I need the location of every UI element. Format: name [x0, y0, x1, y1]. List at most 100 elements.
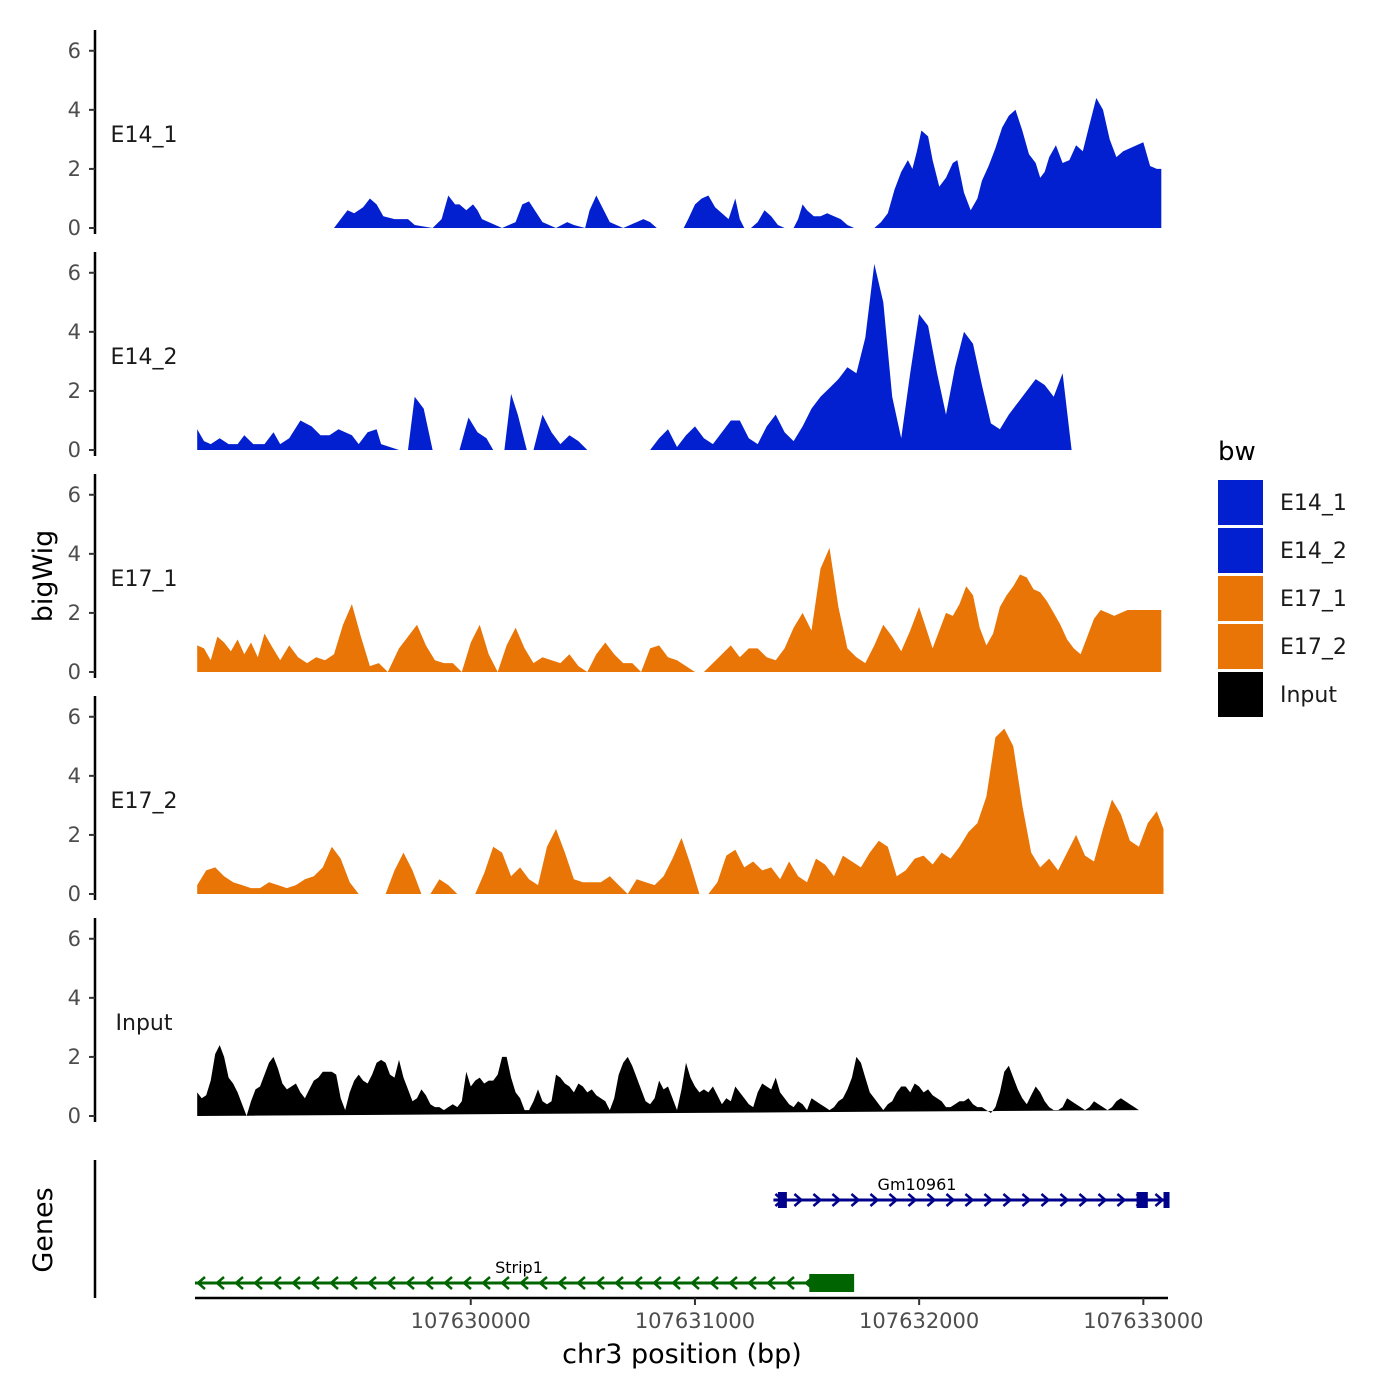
y-tick-label: 2 — [68, 823, 81, 847]
strand-arrow — [481, 1276, 491, 1290]
y-tick-label: 2 — [68, 379, 81, 403]
exon — [1136, 1192, 1148, 1208]
strand-arrow — [945, 1193, 956, 1207]
strand-arrow — [500, 1276, 510, 1290]
strand-arrow — [215, 1276, 225, 1290]
exon — [1163, 1192, 1170, 1208]
strand-arrow — [1116, 1193, 1127, 1207]
strand-arrow — [462, 1276, 472, 1290]
strand-arrow — [926, 1193, 937, 1207]
strand-arrow — [785, 1276, 795, 1290]
strand-arrow — [728, 1276, 738, 1290]
strand-arrow — [386, 1276, 396, 1290]
y-tick-label: 0 — [68, 216, 81, 240]
coverage-area-e17-2 — [197, 728, 1164, 894]
strand-arrow — [983, 1193, 994, 1207]
strand-arrow — [633, 1276, 643, 1290]
gene-name-label: Strip1 — [495, 1258, 543, 1277]
gene-strip1: Strip1 — [195, 1258, 855, 1292]
strand-arrow — [1021, 1193, 1032, 1207]
strand-arrow — [576, 1276, 586, 1290]
track-label: E17_1 — [111, 567, 178, 592]
strand-arrow — [519, 1276, 529, 1290]
exon — [809, 1274, 855, 1292]
strand-arrow — [831, 1193, 842, 1207]
y-tick-label: 0 — [68, 660, 81, 684]
coverage-area-e14-1 — [334, 98, 1162, 228]
strand-arrow — [196, 1276, 206, 1290]
y-tick-label: 4 — [68, 542, 81, 566]
track-e17-2: 0 2 4 6 E17_2 — [68, 696, 1164, 906]
x-axis-title: chr3 position (bp) — [562, 1339, 802, 1370]
legend-label: Input — [1280, 683, 1337, 708]
strand-arrow — [671, 1276, 681, 1290]
strand-arrow — [614, 1276, 624, 1290]
strand-arrow — [595, 1276, 605, 1290]
track-label: E14_1 — [111, 123, 178, 148]
y-axis-title: bigWig — [28, 530, 59, 623]
y-tick-label: 2 — [68, 601, 81, 625]
strand-arrow — [1002, 1193, 1013, 1207]
strand-arrow — [690, 1276, 700, 1290]
strand-arrow — [766, 1276, 776, 1290]
y-tick-label: 6 — [68, 705, 81, 729]
strand-arrow — [812, 1193, 823, 1207]
gene-gm10961: Gm10961 — [773, 1175, 1170, 1208]
strand-arrow — [652, 1276, 662, 1290]
coverage-area-input — [197, 1045, 1139, 1116]
y-tick-label: 4 — [68, 986, 81, 1010]
coverage-area-e14-2 — [197, 263, 1135, 450]
legend-swatch — [1218, 528, 1263, 573]
strand-arrow — [234, 1276, 244, 1290]
strand-arrow — [405, 1276, 415, 1290]
legend-label: E17_1 — [1280, 587, 1347, 612]
strand-arrow — [793, 1193, 804, 1207]
strand-arrow — [747, 1276, 757, 1290]
legend-title: bw — [1218, 437, 1256, 467]
strand-arrow — [291, 1276, 301, 1290]
y-tick-label: 6 — [68, 39, 81, 63]
strand-arrow — [424, 1276, 434, 1290]
strand-arrow — [869, 1193, 880, 1207]
y-tick-label: 2 — [68, 157, 81, 181]
y-tick-label: 4 — [68, 98, 81, 122]
strand-arrow — [272, 1276, 282, 1290]
strand-arrow — [1097, 1193, 1108, 1207]
genes-track-title: Genes — [28, 1187, 59, 1272]
y-tick-label: 4 — [68, 320, 81, 344]
strand-arrow — [348, 1276, 358, 1290]
legend-label: E17_2 — [1280, 635, 1347, 660]
strand-arrow — [367, 1276, 377, 1290]
legend-label: E14_2 — [1280, 539, 1347, 564]
track-input: 0 2 4 6 Input — [68, 918, 1139, 1128]
coverage-area-e17-1 — [197, 547, 1162, 672]
track-label: E14_2 — [111, 345, 178, 370]
y-tick-label: 0 — [68, 882, 81, 906]
tracks-area: 0 2 4 6 E14_1 0 2 4 6 E14_2 0 2 4 6 E17_1 0 2 4 6 E17_2 0 2 4 6… — [68, 30, 1164, 1128]
strand-arrow — [1059, 1193, 1070, 1207]
strand-arrow — [907, 1193, 918, 1207]
gene-name-label: Gm10961 — [878, 1175, 957, 1194]
exon — [777, 1192, 787, 1208]
x-axis: 107630000 107631000 107632000 107633000 — [195, 1296, 1203, 1333]
legend-swatch — [1218, 624, 1263, 669]
strand-arrow — [888, 1193, 899, 1207]
track-e14-1: 0 2 4 6 E14_1 — [68, 30, 1162, 240]
track-e14-2: 0 2 4 6 E14_2 — [68, 252, 1135, 462]
strand-arrow — [538, 1276, 548, 1290]
y-tick-label: 6 — [68, 483, 81, 507]
y-tick-label: 6 — [68, 927, 81, 951]
legend: bw E14_1 E14_2 E17_1 E17_2 Input — [1218, 437, 1347, 717]
strand-arrow — [329, 1276, 339, 1290]
strand-arrow — [1078, 1193, 1089, 1207]
legend-swatch — [1218, 480, 1263, 525]
y-tick-label: 0 — [68, 438, 81, 462]
x-tick-label: 107631000 — [635, 1309, 755, 1333]
track-label: Input — [116, 1011, 173, 1036]
x-tick-label: 107630000 — [411, 1309, 531, 1333]
y-tick-label: 6 — [68, 261, 81, 285]
legend-label: E14_1 — [1280, 491, 1347, 516]
strand-arrow — [557, 1276, 567, 1290]
x-tick-label: 107633000 — [1083, 1309, 1203, 1333]
